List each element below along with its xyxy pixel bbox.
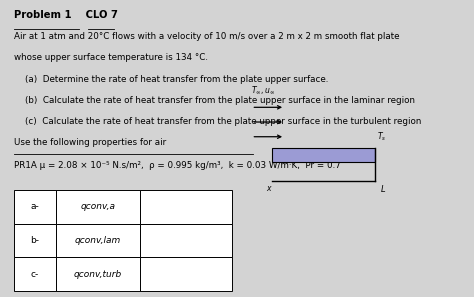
Polygon shape — [273, 148, 375, 162]
Bar — [14, 224, 56, 257]
Bar — [56, 224, 140, 257]
Text: Air at 1 atm and 20°C flows with a velocity of 10 m/s over a 2 m x 2 m smooth fl: Air at 1 atm and 20°C flows with a veloc… — [14, 32, 400, 41]
Text: Use the following properties for air: Use the following properties for air — [14, 138, 166, 147]
Text: qconv,a: qconv,a — [81, 202, 116, 211]
Text: L: L — [381, 185, 385, 194]
Text: (c)  Calculate the rate of heat transfer from the plate upper surface in the tur: (c) Calculate the rate of heat transfer … — [14, 117, 421, 126]
Text: x: x — [266, 184, 271, 193]
Bar — [14, 257, 56, 291]
Text: PR1A μ = 2.08 × 10⁻⁵ N.s/m²,  ρ = 0.995 kg/m³,  k = 0.03 W/m·K,  Pr = 0.7: PR1A μ = 2.08 × 10⁻⁵ N.s/m², ρ = 0.995 k… — [14, 161, 341, 170]
Bar — [56, 190, 140, 224]
Text: Problem 1    CLO 7: Problem 1 CLO 7 — [14, 10, 118, 20]
Text: $T_\infty, u_\infty$: $T_\infty, u_\infty$ — [251, 84, 275, 96]
Bar — [140, 257, 232, 291]
Text: a-: a- — [31, 202, 39, 211]
Text: c-: c- — [31, 270, 39, 279]
Text: qconv,turb: qconv,turb — [74, 270, 122, 279]
Bar — [56, 257, 140, 291]
Text: (a)  Determine the rate of heat transfer from the plate upper surface.: (a) Determine the rate of heat transfer … — [14, 75, 328, 84]
Bar — [140, 224, 232, 257]
Text: qconv,lam: qconv,lam — [75, 236, 121, 245]
Bar — [14, 190, 56, 224]
Text: whose upper surface temperature is 134 °C.: whose upper surface temperature is 134 °… — [14, 53, 208, 62]
Text: $T_s$: $T_s$ — [377, 130, 387, 143]
Text: b-: b- — [30, 236, 39, 245]
Text: (b)  Calculate the rate of heat transfer from the plate upper surface in the lam: (b) Calculate the rate of heat transfer … — [14, 96, 415, 105]
Bar — [140, 190, 232, 224]
